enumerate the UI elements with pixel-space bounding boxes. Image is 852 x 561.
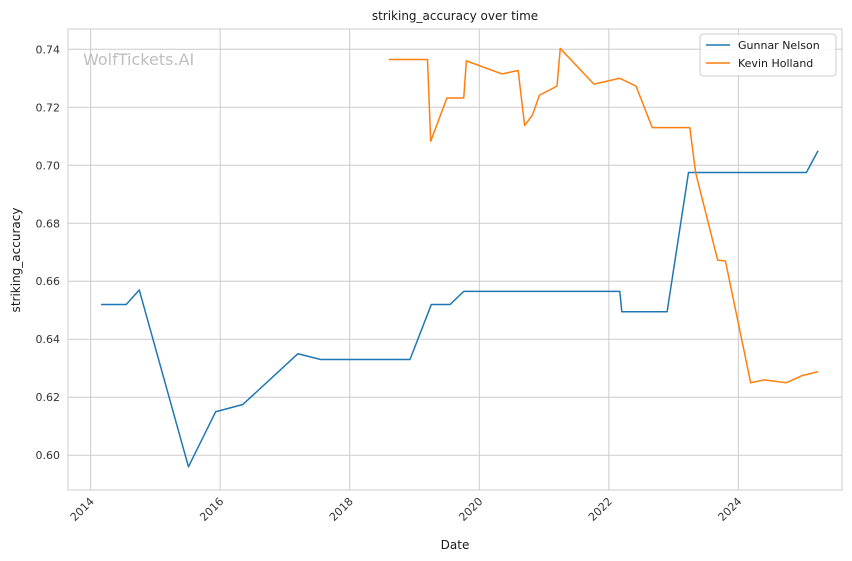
- series-line-1: [388, 47, 819, 384]
- y-tick-label: 0.70: [36, 159, 61, 172]
- legend-label: Kevin Holland: [738, 57, 813, 70]
- legend-box: [699, 33, 837, 77]
- legend-label: Gunnar Nelson: [738, 39, 820, 52]
- chart-title: striking_accuracy over time: [372, 9, 538, 23]
- watermark: WolfTickets.AI: [83, 50, 194, 69]
- y-tick-label: 0.68: [36, 217, 61, 230]
- y-axis-ticks: 0.60 0.62 0.64 0.66 0.68 0.70 0.72 0.74: [36, 43, 61, 462]
- y-axis-title: striking_accuracy: [9, 208, 23, 313]
- y-tick-label: 0.62: [36, 391, 61, 404]
- legend: Gunnar Nelson Kevin Holland: [699, 33, 837, 77]
- series-layer: [101, 47, 819, 468]
- y-tick-label: 0.64: [36, 333, 61, 346]
- x-axis-title: Date: [441, 538, 470, 552]
- y-tick-label: 0.72: [36, 101, 61, 114]
- y-tick-label: 0.74: [36, 43, 61, 56]
- y-tick-label: 0.66: [36, 275, 61, 288]
- y-tick-label: 0.60: [36, 449, 61, 462]
- series-line-0: [101, 150, 819, 468]
- plot-frame: [67, 28, 843, 491]
